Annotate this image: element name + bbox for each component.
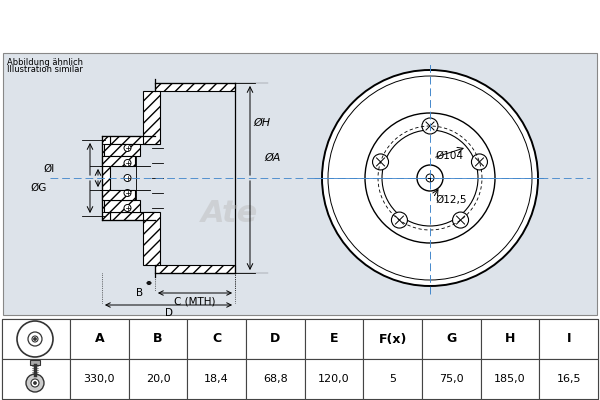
Bar bbox=[30, 360, 40, 365]
Circle shape bbox=[34, 338, 37, 340]
Circle shape bbox=[124, 190, 131, 196]
Bar bbox=[104, 200, 140, 212]
Text: A: A bbox=[95, 332, 104, 346]
Bar bbox=[110, 136, 155, 144]
Bar bbox=[128, 359, 187, 399]
Bar bbox=[70, 319, 128, 359]
Text: 24.0120-0229.2: 24.0120-0229.2 bbox=[136, 16, 308, 34]
Bar bbox=[539, 319, 598, 359]
Circle shape bbox=[31, 379, 39, 387]
Circle shape bbox=[391, 212, 407, 228]
Bar bbox=[246, 359, 305, 399]
Circle shape bbox=[417, 165, 443, 191]
Bar bbox=[246, 319, 305, 359]
Text: Ate: Ate bbox=[202, 198, 259, 228]
Circle shape bbox=[124, 144, 131, 152]
Text: B: B bbox=[153, 332, 163, 346]
Text: ØH: ØH bbox=[253, 118, 270, 128]
Text: 5: 5 bbox=[389, 374, 396, 384]
Text: 330,0: 330,0 bbox=[83, 374, 115, 384]
Bar bbox=[70, 359, 128, 399]
Bar bbox=[143, 212, 160, 265]
Bar bbox=[102, 136, 110, 220]
Text: D: D bbox=[164, 308, 173, 318]
Circle shape bbox=[124, 160, 131, 166]
Text: 75,0: 75,0 bbox=[439, 374, 464, 384]
Bar bbox=[155, 83, 235, 91]
Bar bbox=[102, 190, 135, 200]
Circle shape bbox=[34, 382, 37, 384]
Bar bbox=[2, 359, 70, 399]
Bar bbox=[364, 319, 422, 359]
Bar bbox=[539, 359, 598, 399]
Text: ØI: ØI bbox=[44, 164, 55, 174]
Text: I: I bbox=[566, 332, 571, 346]
Text: 18,4: 18,4 bbox=[204, 374, 229, 384]
Circle shape bbox=[452, 212, 469, 228]
Bar bbox=[481, 359, 539, 399]
Text: 185,0: 185,0 bbox=[494, 374, 526, 384]
Circle shape bbox=[472, 154, 487, 170]
Text: Illustration similar: Illustration similar bbox=[7, 65, 83, 74]
Circle shape bbox=[422, 118, 438, 134]
Text: 120,0: 120,0 bbox=[318, 374, 350, 384]
Bar bbox=[187, 359, 246, 399]
Bar bbox=[143, 91, 160, 144]
Circle shape bbox=[322, 70, 538, 286]
Text: 68,8: 68,8 bbox=[263, 374, 288, 384]
Circle shape bbox=[26, 374, 44, 392]
Text: ØA: ØA bbox=[264, 153, 280, 163]
Bar bbox=[155, 265, 235, 273]
Bar bbox=[364, 359, 422, 399]
Bar bbox=[422, 319, 481, 359]
Bar bbox=[422, 359, 481, 399]
Bar bbox=[102, 156, 135, 166]
Text: ØG: ØG bbox=[31, 183, 47, 193]
Text: Abbildung ähnlich: Abbildung ähnlich bbox=[7, 58, 83, 67]
Text: D: D bbox=[270, 332, 280, 346]
Bar bbox=[305, 319, 364, 359]
Text: Ø12,5: Ø12,5 bbox=[435, 195, 467, 205]
Circle shape bbox=[328, 76, 532, 280]
Bar bbox=[187, 319, 246, 359]
Text: C: C bbox=[212, 332, 221, 346]
Circle shape bbox=[365, 113, 495, 243]
Circle shape bbox=[124, 174, 131, 182]
Circle shape bbox=[373, 154, 389, 170]
Bar bbox=[481, 319, 539, 359]
Text: E: E bbox=[330, 332, 338, 346]
Bar bbox=[110, 212, 155, 220]
Bar bbox=[104, 144, 140, 156]
Circle shape bbox=[382, 130, 478, 226]
Text: 16,5: 16,5 bbox=[556, 374, 581, 384]
Bar bbox=[2, 319, 70, 359]
Text: Ø104: Ø104 bbox=[435, 151, 463, 161]
Text: G: G bbox=[446, 332, 457, 346]
Circle shape bbox=[124, 204, 131, 212]
Text: B: B bbox=[136, 288, 143, 298]
Text: F(x): F(x) bbox=[379, 332, 407, 346]
Text: C (MTH): C (MTH) bbox=[174, 297, 216, 307]
Bar bbox=[128, 319, 187, 359]
Bar bbox=[305, 359, 364, 399]
Text: H: H bbox=[505, 332, 515, 346]
Circle shape bbox=[426, 174, 434, 182]
Text: 420229: 420229 bbox=[397, 16, 479, 34]
Text: 20,0: 20,0 bbox=[146, 374, 170, 384]
